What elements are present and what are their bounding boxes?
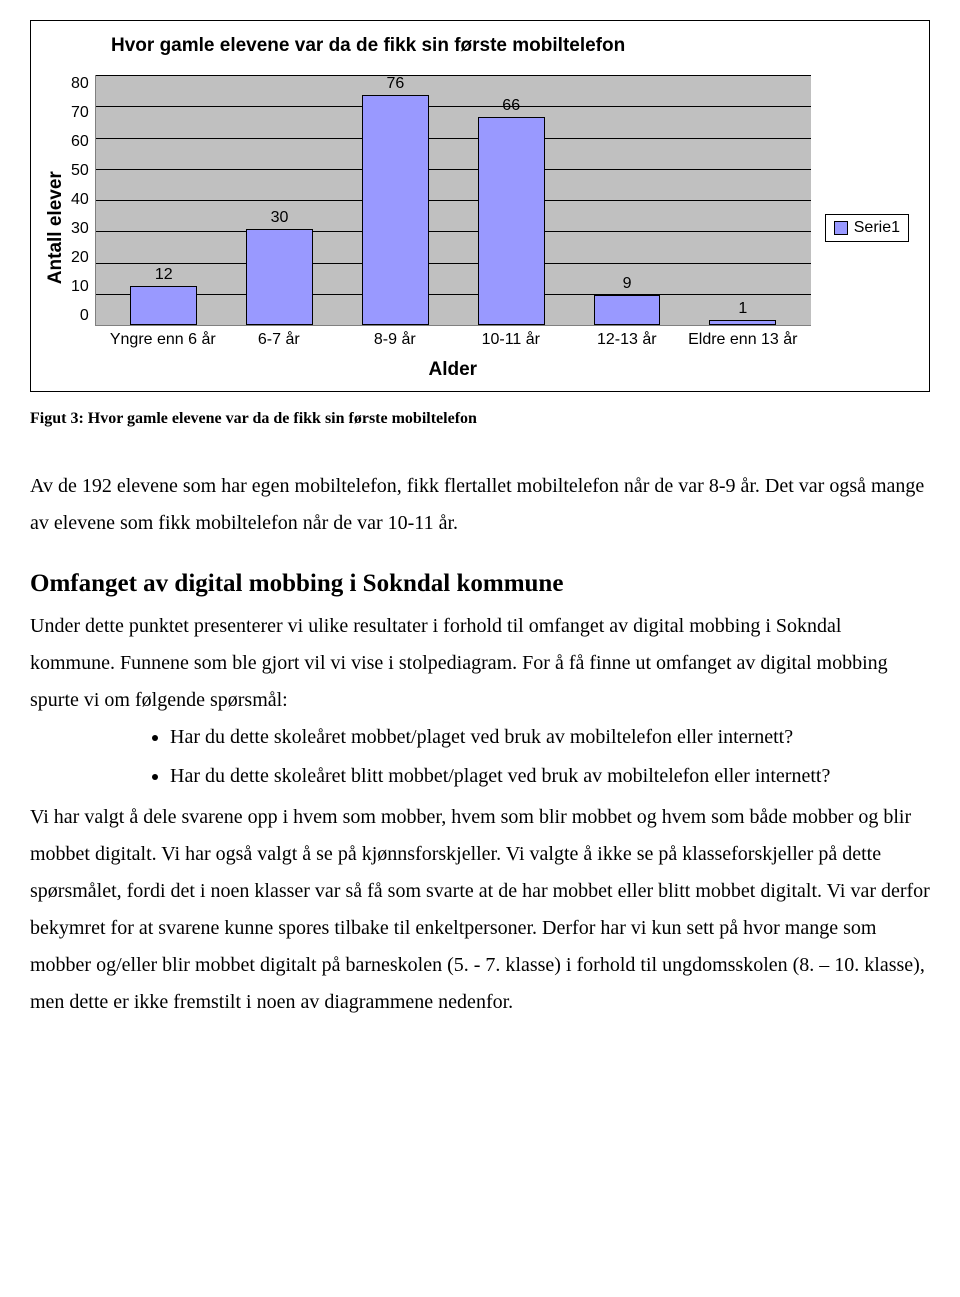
body-block: Under dette punktet presenterer vi ulike…: [30, 608, 930, 1021]
bar-slot: 30: [222, 75, 338, 325]
ytick: 70: [71, 104, 89, 122]
x-axis-title: Alder: [95, 359, 811, 381]
bar-slot: 66: [453, 75, 569, 325]
xlabel: Yngre enn 6 år: [105, 330, 221, 349]
y-axis-ticks: 80 70 60 50 40 30 20 10 0: [71, 75, 95, 325]
chart-title: Hvor gamle elevene var da de fikk sin fø…: [111, 35, 909, 57]
bar-slot: 1: [685, 75, 801, 325]
section-heading: Omfanget av digital mobbing i Sokndal ko…: [30, 570, 930, 598]
bar-value: 66: [502, 97, 520, 115]
figure-caption: Figut 3: Hvor gamle elevene var da de fi…: [30, 410, 930, 428]
body-paragraph: Vi har valgt å dele svarene opp i hvem s…: [30, 806, 930, 1013]
bar-slot: 9: [569, 75, 685, 325]
bar-value: 12: [155, 266, 173, 284]
bar: [478, 117, 545, 325]
legend-label: Serie1: [854, 219, 900, 237]
bar: [130, 286, 197, 326]
legend-swatch: [834, 221, 848, 235]
bar-value: 9: [623, 275, 632, 293]
plot-wrap: 12 30 76 66 9: [95, 75, 811, 381]
ytick: 30: [71, 220, 89, 238]
bar-slot: 76: [337, 75, 453, 325]
chart-container: Hvor gamle elevene var da de fikk sin fø…: [30, 20, 930, 392]
xlabel: 10-11 år: [453, 330, 569, 349]
bar: [709, 320, 776, 325]
xlabel: 8-9 år: [337, 330, 453, 349]
bar-value: 76: [386, 75, 404, 93]
xlabel: 6-7 år: [221, 330, 337, 349]
legend: Serie1: [825, 214, 909, 242]
xlabel: 12-13 år: [569, 330, 685, 349]
bar-slot: 12: [106, 75, 222, 325]
list-item: Har du dette skoleåret blitt mobbet/plag…: [170, 758, 930, 795]
ytick: 60: [71, 133, 89, 151]
body-paragraph: Under dette punktet presenterer vi ulike…: [30, 615, 888, 711]
plot-area: 12 30 76 66 9: [95, 75, 811, 326]
bar-value: 1: [738, 300, 747, 318]
chart-body: Antall elever 80 70 60 50 40 30 20 10 0 …: [41, 75, 909, 381]
bar: [362, 95, 429, 325]
ytick: 0: [80, 307, 89, 325]
ytick: 10: [71, 278, 89, 296]
question-list: Har du dette skoleåret mobbet/plaget ved…: [30, 719, 930, 795]
ytick: 40: [71, 191, 89, 209]
bar: [594, 295, 661, 325]
ytick: 20: [71, 249, 89, 267]
list-item: Har du dette skoleåret mobbet/plaget ved…: [170, 719, 930, 756]
y-axis-label: Antall elever: [41, 75, 71, 381]
x-axis-labels: Yngre enn 6 år 6-7 år 8-9 år 10-11 år 12…: [95, 326, 811, 349]
body-paragraph: Av de 192 elevene som har egen mobiltele…: [30, 468, 930, 542]
bar: [246, 229, 313, 325]
xlabel: Eldre enn 13 år: [685, 330, 801, 349]
bar-value: 30: [271, 209, 289, 227]
ytick: 50: [71, 162, 89, 180]
ytick: 80: [71, 75, 89, 93]
